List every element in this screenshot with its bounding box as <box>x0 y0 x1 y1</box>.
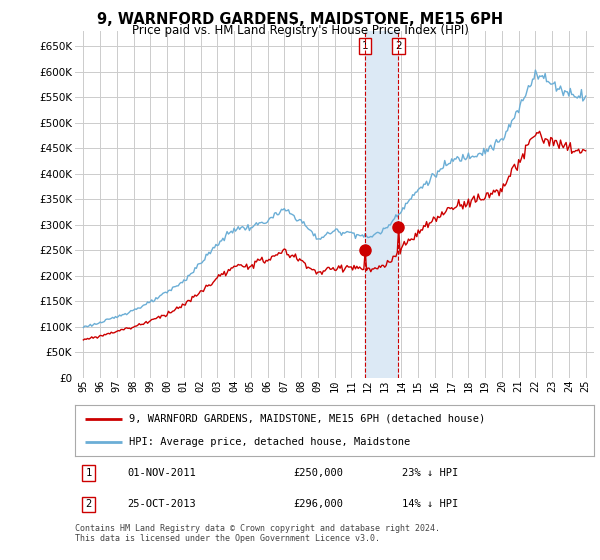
Text: Price paid vs. HM Land Registry's House Price Index (HPI): Price paid vs. HM Land Registry's House … <box>131 24 469 36</box>
Text: 9, WARNFORD GARDENS, MAIDSTONE, ME15 6PH (detached house): 9, WARNFORD GARDENS, MAIDSTONE, ME15 6PH… <box>130 414 486 424</box>
Bar <box>365 31 398 378</box>
Text: 2: 2 <box>85 500 92 510</box>
Text: £250,000: £250,000 <box>293 468 343 478</box>
Text: Contains HM Land Registry data © Crown copyright and database right 2024.
This d: Contains HM Land Registry data © Crown c… <box>75 524 440 543</box>
Text: 2: 2 <box>395 41 401 51</box>
Text: £296,000: £296,000 <box>293 500 343 510</box>
Text: 9, WARNFORD GARDENS, MAIDSTONE, ME15 6PH: 9, WARNFORD GARDENS, MAIDSTONE, ME15 6PH <box>97 12 503 27</box>
Text: 25-OCT-2013: 25-OCT-2013 <box>127 500 196 510</box>
Text: 23% ↓ HPI: 23% ↓ HPI <box>402 468 458 478</box>
Text: 1: 1 <box>362 41 368 51</box>
Text: 14% ↓ HPI: 14% ↓ HPI <box>402 500 458 510</box>
Text: 01-NOV-2011: 01-NOV-2011 <box>127 468 196 478</box>
Text: HPI: Average price, detached house, Maidstone: HPI: Average price, detached house, Maid… <box>130 437 411 447</box>
Text: 1: 1 <box>85 468 92 478</box>
